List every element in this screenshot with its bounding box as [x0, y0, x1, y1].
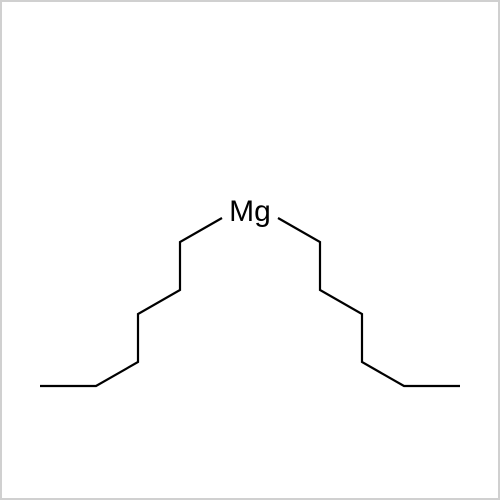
molecule-diagram	[0, 0, 500, 500]
left-butyl-chain	[40, 218, 222, 386]
right-butyl-chain	[278, 218, 460, 386]
element-label-mg: Mg	[229, 195, 271, 229]
